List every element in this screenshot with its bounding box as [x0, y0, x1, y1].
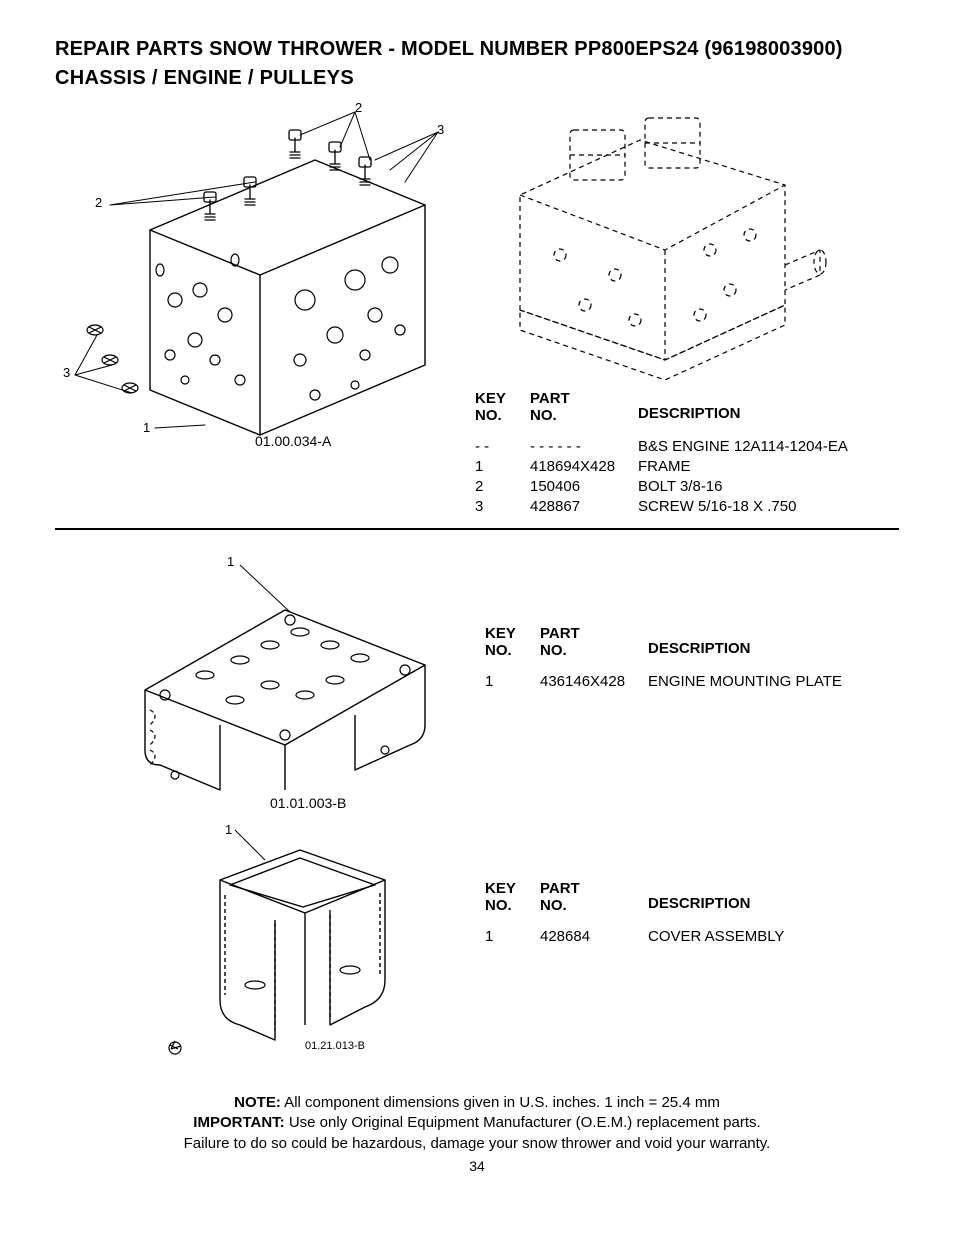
table-row: 1 436146X428 ENGINE MOUNTING PLATE	[485, 672, 899, 692]
note-lead: NOTE:	[234, 1094, 281, 1111]
section-cover-assembly: 1 01.21.013-B KEY NO. PART NO. DESCRIPTI…	[55, 805, 899, 1075]
warning-text: Failure to do so could be hazardous, dam…	[55, 1134, 899, 1154]
section2-right: KEY NO. PART NO. DESCRIPTION 1 436146X42…	[485, 550, 899, 692]
callout-2-top: 2	[355, 100, 362, 115]
hdr-part: PART NO.	[530, 390, 638, 425]
page-title: REPAIR PARTS SNOW THROWER - MODEL NUMBER…	[55, 38, 899, 61]
important-text: Use only Original Equipment Manufacturer…	[285, 1114, 761, 1131]
table-row: 1 428684 COVER ASSEMBLY	[485, 927, 899, 947]
callout-1: 1	[143, 420, 150, 435]
callout-3-left: 3	[63, 365, 70, 380]
page-number: 34	[55, 1158, 899, 1174]
table-row: 1 418694X428 FRAME	[475, 457, 899, 477]
callout-1-cover: 1	[225, 822, 232, 837]
footer-note: NOTE: All component dimensions given in …	[55, 1093, 899, 1154]
diagram-cover: 1 01.21.013-B	[55, 825, 485, 1075]
parts-header-1: KEY NO. PART NO. DESCRIPTION	[475, 390, 899, 425]
diagram-id-3: 01.21.013-B	[305, 1040, 365, 1052]
callout-1-plate: 1	[227, 554, 234, 569]
diagram-frame: 2 3 2 3 1 01.00.034-A	[55, 100, 475, 445]
page-subtitle: CHASSIS / ENGINE / PULLEYS	[55, 67, 899, 90]
parts-header-2: KEY NO. PART NO. DESCRIPTION	[485, 625, 899, 660]
table-row: - - - - - - - - B&S ENGINE 12A114-1204-E…	[475, 437, 899, 457]
plate-drawing	[85, 550, 455, 800]
frame-drawing	[55, 100, 455, 445]
section-chassis-engine: 2 3 2 3 1 01.00.034-A	[55, 100, 899, 520]
callout-3-top: 3	[437, 122, 444, 137]
engine-drawing	[475, 100, 835, 390]
callout-2-left: 2	[95, 195, 102, 210]
hdr-desc: DESCRIPTION	[638, 390, 899, 425]
note-text: All component dimensions given in U.S. i…	[281, 1094, 720, 1111]
table-row: 3 428867 SCREW 5/16-18 X .750	[475, 497, 899, 517]
table-row: 2 150406 BOLT 3/8-16	[475, 477, 899, 497]
diagram-plate: 1 01.01.003-B	[55, 550, 485, 800]
parts-header-3: KEY NO. PART NO. DESCRIPTION	[485, 880, 899, 915]
diagram-id-2: 01.01.003-B	[270, 795, 346, 811]
section1-right: KEY NO. PART NO. DESCRIPTION - - - - - -…	[475, 100, 899, 518]
section-mounting-plate: 1 01.01.003-B KEY NO. PART NO. DESCRIPTI…	[55, 530, 899, 805]
hdr-key: KEY NO.	[475, 390, 530, 425]
cover-drawing	[125, 825, 425, 1075]
diagram-id-1: 01.00.034-A	[255, 433, 331, 449]
important-lead: IMPORTANT:	[193, 1114, 284, 1131]
section3-right: KEY NO. PART NO. DESCRIPTION 1 428684 CO…	[485, 825, 899, 947]
